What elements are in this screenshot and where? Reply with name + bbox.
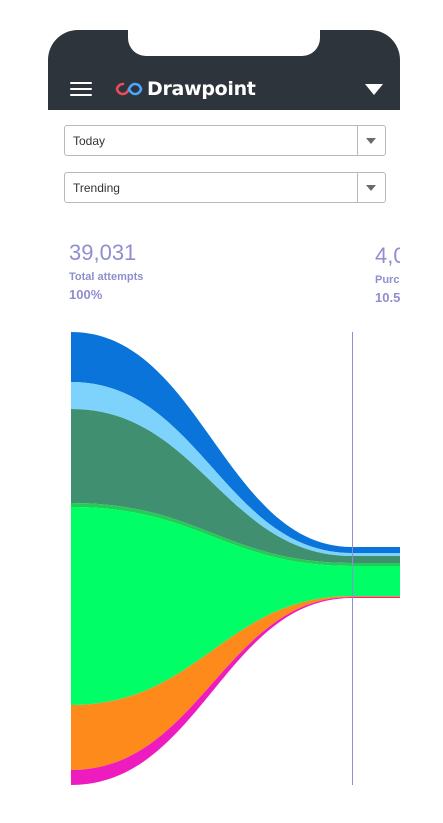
caret-down-icon[interactable] — [365, 84, 383, 95]
hamburger-icon[interactable] — [70, 80, 92, 98]
stage-stat-total: 39,031 Total attempts 100% — [69, 240, 144, 303]
device-notch — [128, 30, 320, 56]
flow-band-magenta — [71, 597, 400, 785]
stage-percent: 100% — [69, 287, 103, 302]
flow-band-light-blue — [71, 382, 400, 556]
infinity-logo-icon — [115, 82, 143, 96]
flow-band-bright-green — [71, 507, 400, 705]
app-logo[interactable]: Drawpoint — [115, 76, 256, 102]
flow-band-blue — [71, 332, 400, 553]
stage-label: Total attempts — [69, 271, 144, 283]
funnel-viewport: 39,031 Total attempts 100% 4,0 Purc 10.5 — [69, 240, 400, 785]
stage-label: Purc — [375, 274, 400, 286]
sort-select-value: Trending — [73, 181, 120, 195]
stage-percent: 10.5 — [375, 290, 400, 305]
period-select[interactable]: Today — [64, 125, 386, 156]
funnel-flow-chart — [71, 332, 400, 785]
app-name: Drawpoint — [147, 78, 256, 100]
flow-band-orange — [71, 596, 400, 770]
flow-band-dark-green — [71, 409, 400, 563]
chevron-down-icon[interactable] — [357, 173, 385, 202]
chevron-down-icon[interactable] — [357, 126, 385, 155]
stage-value: 4,0 — [375, 243, 400, 268]
sort-select[interactable]: Trending — [64, 172, 386, 203]
stage-value: 39,031 — [69, 240, 137, 265]
period-select-value: Today — [73, 134, 106, 148]
stage-stat-purchase: 4,0 Purc 10.5 — [375, 243, 400, 306]
